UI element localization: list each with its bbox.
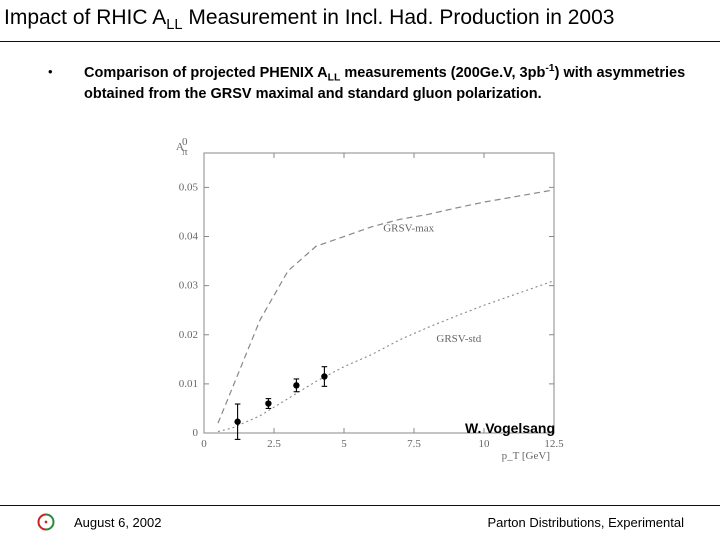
svg-text:7.5: 7.5 <box>407 438 421 450</box>
chart-container: 00.010.020.030.040.0502.557.51012.5Ap_T … <box>150 135 580 465</box>
logo-icon <box>36 512 56 532</box>
bullet-seg2: measurements (200Ge.V, 3pb <box>340 65 545 81</box>
bullet-sub1: LL <box>328 73 341 84</box>
title-post: Measurement in Incl. Had. Production in … <box>183 6 615 29</box>
svg-text:0.04: 0.04 <box>179 231 199 243</box>
footer-left: August 6, 2002 <box>36 512 161 532</box>
bullet-item: • Comparison of projected PHENIX ALL mea… <box>0 42 720 104</box>
svg-text:0.02: 0.02 <box>179 329 198 341</box>
svg-text:5: 5 <box>341 438 347 450</box>
title-sub: LL <box>166 17 182 33</box>
chart-svg: 00.010.020.030.040.0502.557.51012.5Ap_T … <box>150 135 580 465</box>
svg-text:0: 0 <box>201 438 207 450</box>
footer-bar: August 6, 2002 Parton Distributions, Exp… <box>0 505 720 532</box>
svg-text:0.03: 0.03 <box>179 280 199 292</box>
attribution-label: W. Vogelsang <box>465 420 555 436</box>
svg-text:12.5: 12.5 <box>544 438 564 450</box>
svg-text:0.05: 0.05 <box>179 181 199 193</box>
footer-right: Parton Distributions, Experimental <box>487 515 684 530</box>
footer-date: August 6, 2002 <box>74 515 161 530</box>
svg-text:2.5: 2.5 <box>267 438 281 450</box>
svg-text:0: 0 <box>182 136 188 148</box>
slide-title: Impact of RHIC ALL Measurement in Incl. … <box>0 0 720 42</box>
bullet-text: Comparison of projected PHENIX ALL measu… <box>84 62 692 104</box>
svg-text:0: 0 <box>193 427 199 439</box>
svg-text:0.01: 0.01 <box>179 378 198 390</box>
bullet-seg1: Comparison of projected PHENIX A <box>84 65 328 81</box>
svg-text:GRSV-max: GRSV-max <box>383 223 434 235</box>
title-pre: Impact of RHIC A <box>4 6 166 29</box>
svg-text:p_T [GeV]: p_T [GeV] <box>502 450 550 462</box>
svg-text:10: 10 <box>479 438 491 450</box>
bullet-marker: • <box>48 62 84 104</box>
bullet-sup1: -1 <box>545 63 554 74</box>
svg-text:GRSV-std: GRSV-std <box>436 333 481 345</box>
